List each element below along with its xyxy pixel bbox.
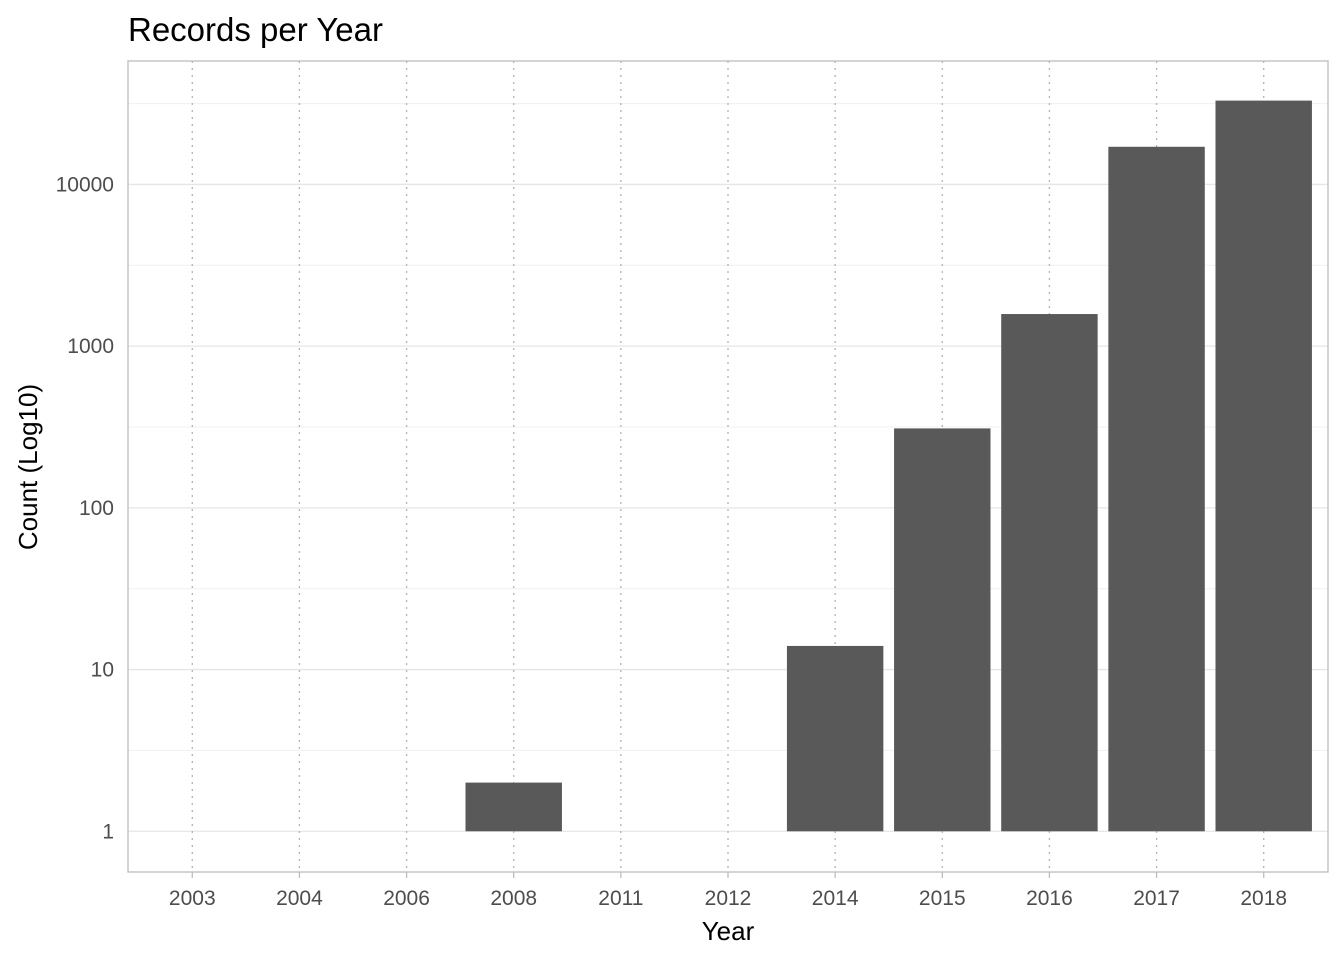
y-axis-tick-labels: 1 10 100 1000 10000 <box>56 173 114 843</box>
x-tick-label: 2017 <box>1133 887 1180 910</box>
y-tick-label: 10000 <box>56 173 114 196</box>
y-axis-title: Count (Log10) <box>13 384 43 550</box>
bar-2018 <box>1215 100 1312 832</box>
x-axis-tick-labels: 2003 2004 2006 2008 2011 2012 2014 2015 2016 2017… <box>169 887 1287 910</box>
x-tick-label: 2011 <box>598 887 643 910</box>
x-tick-label: 2018 <box>1240 887 1287 910</box>
x-tick-label: 2015 <box>919 887 966 910</box>
x-axis-ticks <box>191 872 1265 878</box>
x-tick-label: 2003 <box>169 887 216 910</box>
x-tick-label: 2016 <box>1026 887 1073 910</box>
bar-2008 <box>465 782 562 832</box>
x-tick-label: 2012 <box>705 887 752 910</box>
y-tick-label: 1 <box>102 820 114 843</box>
x-axis-title: Year <box>702 916 755 946</box>
bar-2014 <box>786 645 884 832</box>
bar-2016 <box>1001 314 1098 832</box>
y-tick-label: 10 <box>91 659 114 682</box>
chart-title: Records per Year <box>128 11 383 48</box>
x-tick-label: 2004 <box>276 887 323 910</box>
y-tick-label: 1000 <box>67 335 114 358</box>
bar-2015 <box>894 428 991 832</box>
bars <box>465 100 1312 832</box>
x-tick-label: 2006 <box>383 887 430 910</box>
y-tick-label: 100 <box>79 497 114 520</box>
bar-2017 <box>1108 146 1205 832</box>
x-tick-label: 2014 <box>812 887 859 910</box>
x-tick-label: 2008 <box>490 887 537 910</box>
